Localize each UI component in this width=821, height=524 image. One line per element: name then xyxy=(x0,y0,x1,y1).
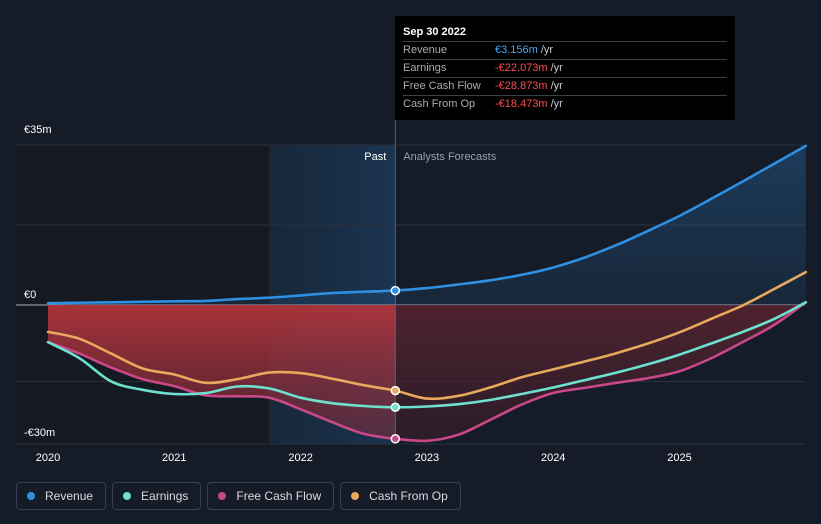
legend-item-revenue[interactable]: Revenue xyxy=(16,482,107,510)
y-tick-label: €0 xyxy=(24,289,36,301)
revenue-area xyxy=(48,145,806,305)
tooltip-row-free-cash-flow: Free Cash Flow -€28.873m /yr xyxy=(403,77,727,95)
tooltip-label: Earnings xyxy=(403,62,447,74)
free-cash-flow-line xyxy=(46,301,808,443)
legend-label: Free Cash Flow xyxy=(236,489,322,503)
legend-dot-icon xyxy=(351,492,360,500)
legend-label: Cash From Op xyxy=(369,489,448,503)
legend: Revenue Earnings Free Cash Flow Cash Fro… xyxy=(16,482,467,510)
x-tick-label: 2021 xyxy=(162,452,186,464)
x-tick-label: 2020 xyxy=(36,452,60,464)
earnings-marker xyxy=(390,402,401,413)
free-cash-flow-marker xyxy=(390,434,401,444)
negative-area-forecast xyxy=(395,302,806,441)
cash-from-op-marker xyxy=(390,385,401,396)
tooltip-label: Revenue xyxy=(403,44,448,56)
past-label: Past xyxy=(364,151,386,163)
tooltip: Sep 30 2022 Revenue €3.156m /yr Earnings… xyxy=(395,16,735,120)
legend-item-earnings[interactable]: Earnings xyxy=(112,482,202,510)
legend-dot-icon xyxy=(218,492,227,500)
x-tick-label: 2023 xyxy=(415,452,439,464)
tooltip-label: Free Cash Flow xyxy=(403,80,481,92)
tooltip-value: -€22.073m xyxy=(495,62,548,74)
cash-from-op-line xyxy=(46,270,808,401)
legend-item-cash-from-op[interactable]: Cash From Op xyxy=(340,482,461,510)
revenue-marker xyxy=(390,285,401,296)
tooltip-label: Cash From Op xyxy=(403,98,476,110)
tooltip-row-earnings: Earnings -€22.073m /yr xyxy=(403,59,727,77)
tooltip-row-revenue: Revenue €3.156m /yr xyxy=(403,41,727,59)
x-tick-label: 2022 xyxy=(288,452,312,464)
tooltip-unit: /yr xyxy=(540,44,554,56)
tooltip-unit: /yr xyxy=(550,62,563,74)
y-tick-label: €35m xyxy=(24,124,52,136)
y-tick-label: -€30m xyxy=(24,427,55,439)
tooltip-value: -€18.473m xyxy=(495,98,548,110)
legend-label: Earnings xyxy=(141,489,189,503)
tooltip-value: €3.156m xyxy=(495,44,538,56)
tooltip-value: -€28.873m xyxy=(495,80,548,92)
x-tick-label: 2025 xyxy=(667,452,691,464)
x-tick-label: 2024 xyxy=(541,452,565,464)
earnings-line xyxy=(46,301,808,409)
tooltip-unit: /yr xyxy=(550,80,563,92)
legend-dot-icon xyxy=(27,492,35,500)
legend-label: Revenue xyxy=(45,489,94,503)
tooltip-unit: /yr xyxy=(550,98,563,110)
legend-item-free-cash-flow[interactable]: Free Cash Flow xyxy=(207,482,335,510)
legend-dot-icon xyxy=(123,492,132,500)
revenue-line xyxy=(46,144,808,305)
negative-area-past xyxy=(48,305,396,439)
tooltip-row-cash-from-op: Cash From Op -€18.473m /yr xyxy=(403,95,727,113)
forecast-label: Analysts Forecasts xyxy=(403,151,496,163)
tooltip-date: Sep 30 2022 xyxy=(403,26,466,38)
